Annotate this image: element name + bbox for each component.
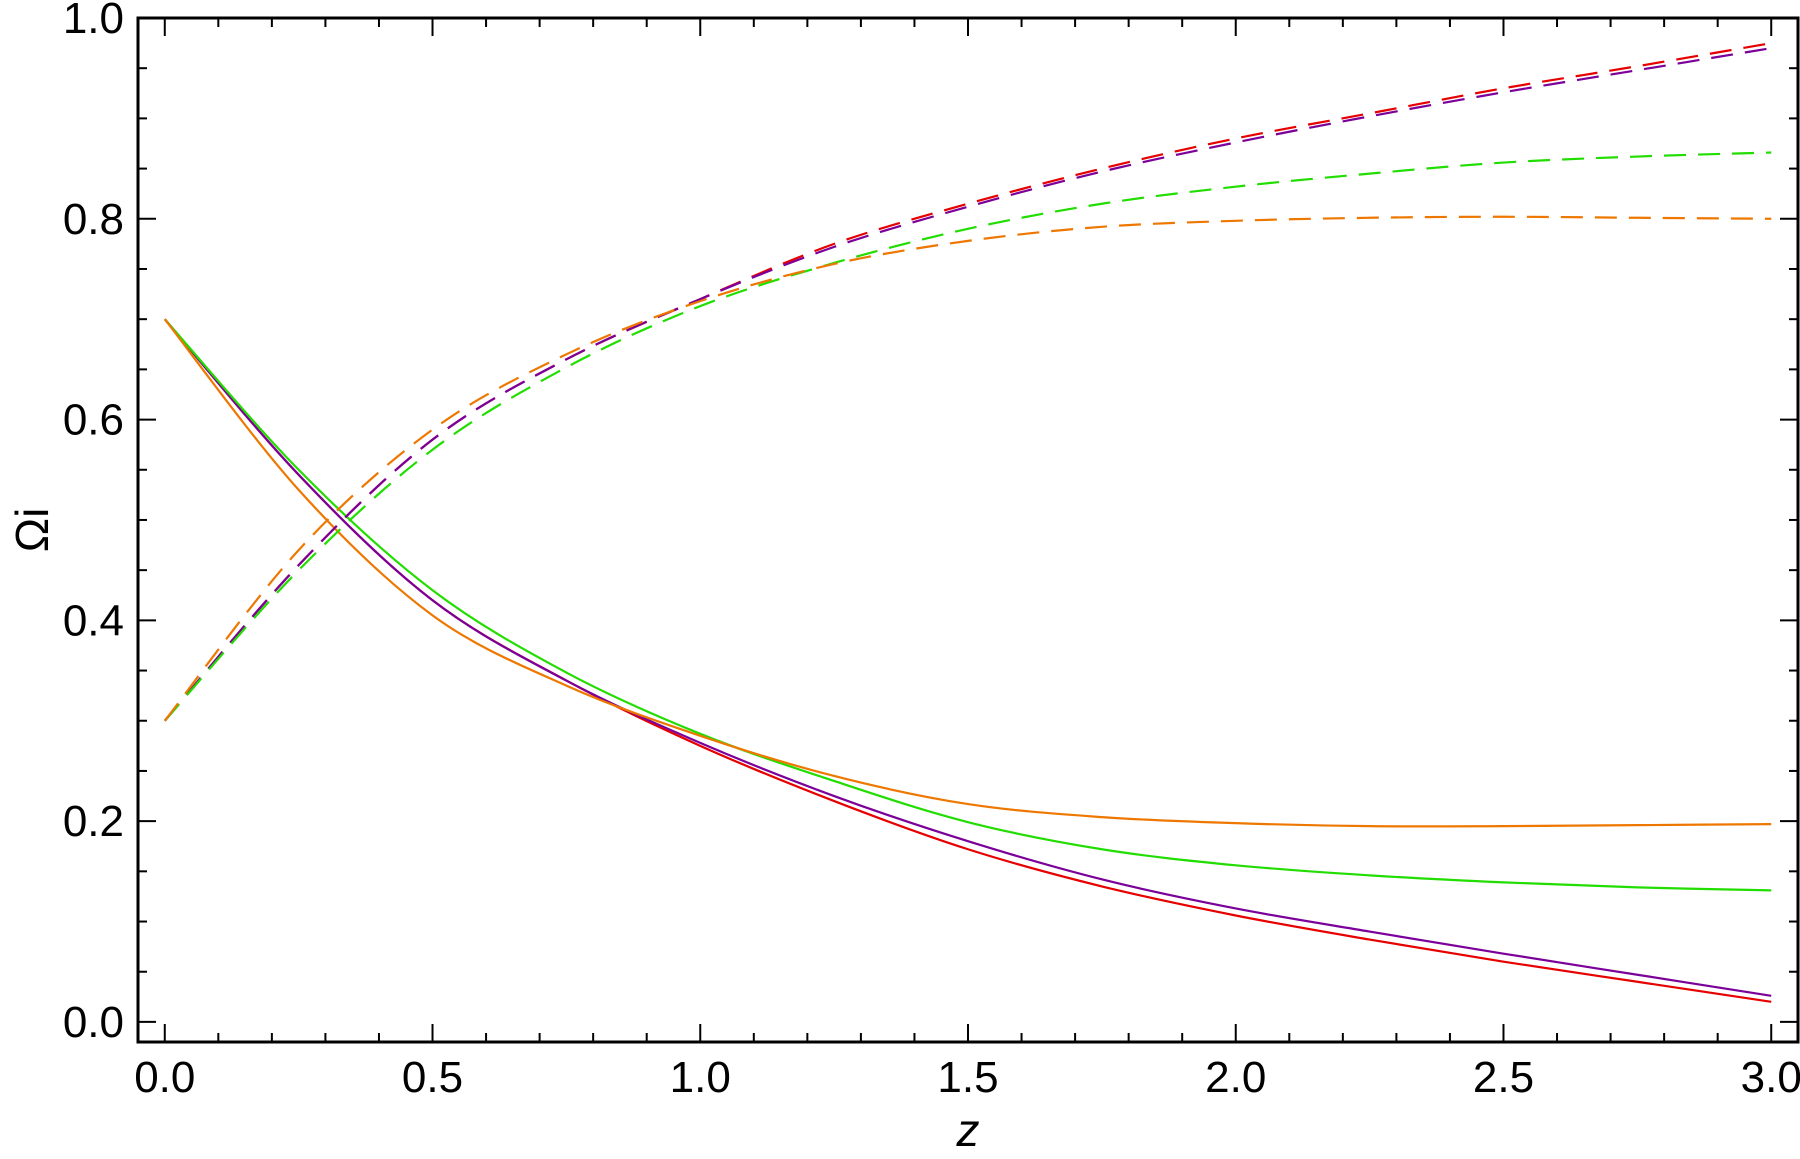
y-tick-labels: 0.0 0.2 0.4 0.6 0.8 1.0 <box>63 0 124 1047</box>
x-tick-label: 3.0 <box>1741 1053 1800 1102</box>
series-line-solid-2 <box>163 318 1772 892</box>
plot-frame <box>136 16 1800 1044</box>
x-tick-labels: 0.0 0.5 1.0 1.5 2.0 2.5 3.0 <box>134 1053 1800 1102</box>
x-tick-label: 0.0 <box>134 1053 195 1102</box>
series-line-dashed-7 <box>163 215 1772 722</box>
x-tick-label: 1.0 <box>670 1053 731 1102</box>
x-tick-label: 2.5 <box>1473 1053 1534 1102</box>
y-tick-label: 0.2 <box>63 797 124 846</box>
series-layer <box>163 42 1772 1003</box>
x-tick-label: 2.0 <box>1205 1053 1266 1102</box>
y-tick-label: 0.8 <box>63 195 124 244</box>
x-axis-label: z <box>956 1104 980 1156</box>
x-tick-label: 0.5 <box>402 1053 463 1102</box>
axis-ticks <box>138 17 1798 1042</box>
y-tick-label: 1.0 <box>63 0 124 43</box>
y-tick-label: 0.6 <box>63 396 124 445</box>
series-line-solid-1 <box>163 318 1772 997</box>
series-line-dashed-4 <box>163 42 1772 722</box>
y-tick-label: 0.4 <box>63 596 124 645</box>
y-tick-label: 0.0 <box>63 998 124 1047</box>
y-axis-label: Ωi <box>6 508 58 553</box>
series-line-solid-3 <box>163 318 1772 828</box>
series-line-dashed-6 <box>163 151 1772 722</box>
series-line-dashed-5 <box>163 47 1772 722</box>
x-tick-label: 1.5 <box>937 1053 998 1102</box>
series-line-solid-0 <box>163 318 1772 1003</box>
